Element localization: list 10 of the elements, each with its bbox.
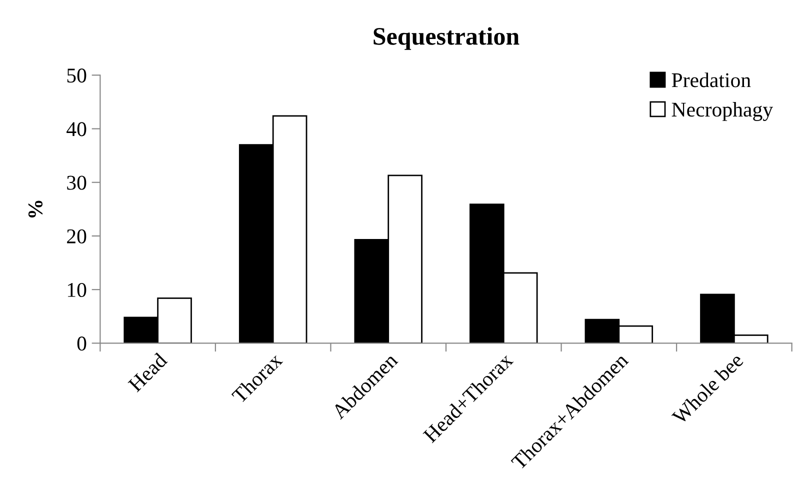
y-tick-label: 40 bbox=[66, 122, 86, 136]
y-axis-title: % bbox=[28, 200, 43, 218]
legend-label: Predation bbox=[672, 72, 751, 88]
y-tick-label: 30 bbox=[67, 176, 86, 190]
chart-title: Sequestration bbox=[374, 27, 520, 50]
y-tick-label: 10 bbox=[68, 282, 86, 298]
legend-label: Necrophagy bbox=[672, 102, 773, 121]
y-tick-label: 20 bbox=[67, 229, 86, 244]
y-tick-label: 50 bbox=[67, 68, 86, 83]
y-tick-label: 0 bbox=[77, 336, 86, 351]
